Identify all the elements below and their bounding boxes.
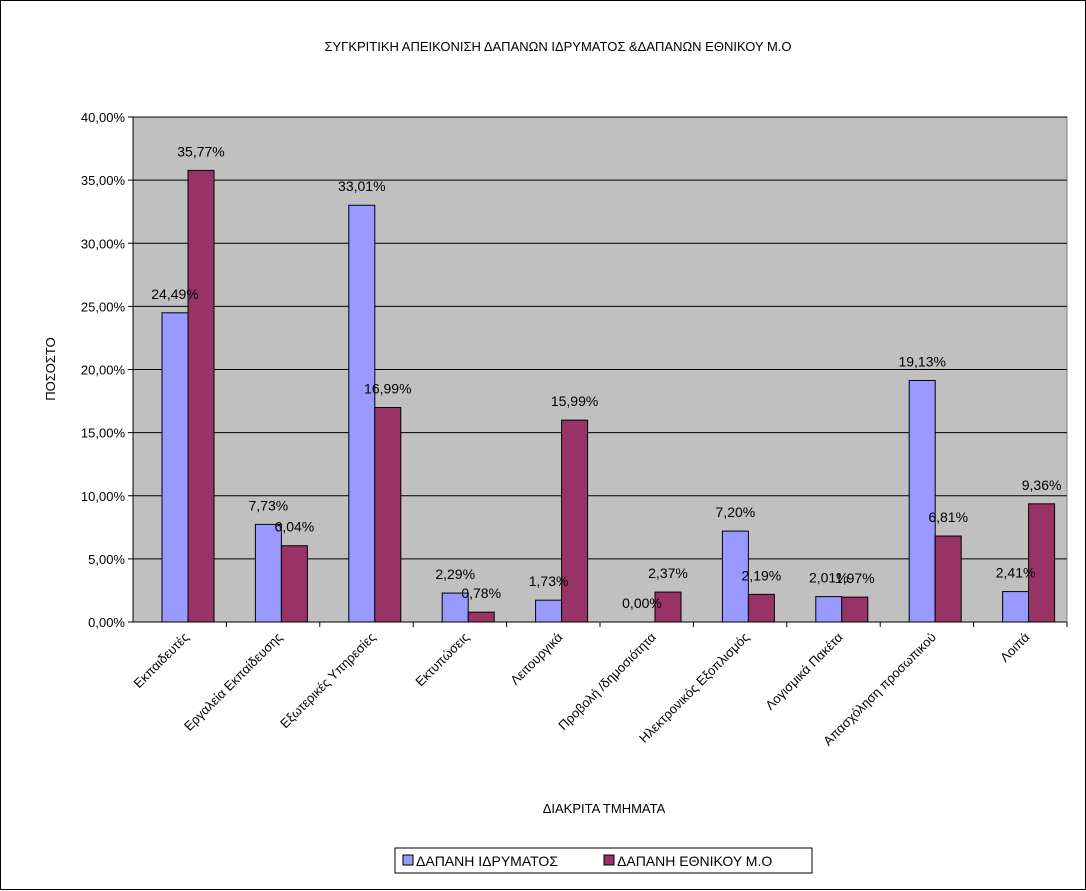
data-label: 0,78%: [461, 585, 501, 601]
x-tick-label: Εκτυπώσεις: [412, 630, 472, 690]
data-label: 19,13%: [898, 353, 945, 369]
bar-series-1: [254, 523, 282, 623]
x-tick-label: Εργαλεία Εκπαίδευσης: [181, 630, 285, 734]
legend-label: ΔΑΠΑΝΗ ΙΔΡΥΜΑΤΟΣ: [416, 853, 558, 869]
bar-series-2: [467, 611, 495, 623]
bar-series-2: [187, 169, 215, 623]
x-tick-label: Εκπαιδευτές: [131, 630, 192, 691]
bar-series-1: [721, 530, 749, 623]
chart-title: ΣΥΓΚΡΙΤΙΚΗ ΑΠΕΙΚΟΝΙΣΗ ΔΑΠΑΝΩΝ ΙΔΡΥΜΑΤΟΣ …: [324, 39, 791, 54]
legend-swatch: [603, 854, 615, 866]
data-label: 24,49%: [151, 286, 198, 302]
bar-series-2: [561, 419, 589, 623]
x-tick-label: Λογισμικά Πακέτα: [762, 629, 846, 713]
data-label: 0,00%: [622, 595, 662, 611]
bar-series-2: [747, 593, 775, 623]
bar-series-2: [280, 545, 308, 623]
bar-series-2: [934, 535, 962, 623]
legend-label: ΔΑΠΑΝΗ ΕΘΝΙΚΟΥ Μ.Ο: [617, 853, 772, 869]
data-label: 1,73%: [529, 573, 569, 589]
data-label: 9,36%: [1022, 477, 1062, 493]
bar-series-1: [535, 599, 563, 623]
x-tick-label: Προβολή /δημοσιότητα: [555, 629, 659, 733]
data-label: 2,41%: [996, 565, 1036, 581]
data-label: 16,99%: [364, 381, 411, 397]
bar-series-2: [654, 591, 682, 623]
bar-series-1: [441, 592, 469, 623]
data-label: 2,29%: [435, 566, 475, 582]
y-axis-title: ΠΟΣΟΣΤΟ: [43, 337, 58, 401]
data-label: 33,01%: [338, 178, 385, 194]
y-tick-label: 25,00%: [81, 299, 126, 314]
x-axis-title: ΔΙΑΚΡΙΤΑ ΤΜΗΜΑΤΑ: [543, 801, 666, 816]
data-label: 7,73%: [249, 497, 289, 513]
x-tick-label: Εξωτερικές Υπηρεσίες: [277, 630, 379, 732]
bar-series-2: [374, 407, 402, 623]
data-label: 6,04%: [275, 519, 315, 535]
bar-series-2: [1028, 503, 1056, 623]
y-tick-label: 10,00%: [81, 489, 126, 504]
y-tick-label: 20,00%: [81, 363, 126, 378]
y-tick-label: 5,00%: [88, 552, 125, 567]
data-label: 35,77%: [177, 143, 224, 159]
y-tick-label: 0,00%: [88, 615, 125, 630]
bar-series-1: [908, 379, 936, 623]
data-label: 1,97%: [835, 570, 875, 586]
y-tick-label: 30,00%: [81, 236, 126, 251]
bar-series-1: [348, 204, 376, 623]
data-label: 2,01%: [809, 570, 849, 586]
y-tick-label: 40,00%: [81, 110, 126, 125]
data-label: 15,99%: [551, 393, 598, 409]
x-tick-label: Ηλεκτρονικός Εξοπλισμός: [636, 630, 752, 746]
data-label: 7,20%: [716, 504, 756, 520]
bar-series-1: [815, 596, 843, 623]
y-tick-label: 35,00%: [81, 173, 126, 188]
y-tick-label: 15,00%: [81, 426, 126, 441]
bar-series-1: [1002, 591, 1030, 623]
bar-series-2: [841, 596, 869, 623]
legend-swatch: [402, 854, 414, 866]
data-label: 2,19%: [742, 567, 782, 583]
data-label: 2,37%: [648, 565, 688, 581]
x-tick-label: Λοιπά: [997, 629, 1033, 665]
bar-series-1: [161, 312, 189, 623]
data-label: 6,81%: [928, 509, 968, 525]
x-tick-label: Λειτουργικά: [507, 629, 566, 688]
